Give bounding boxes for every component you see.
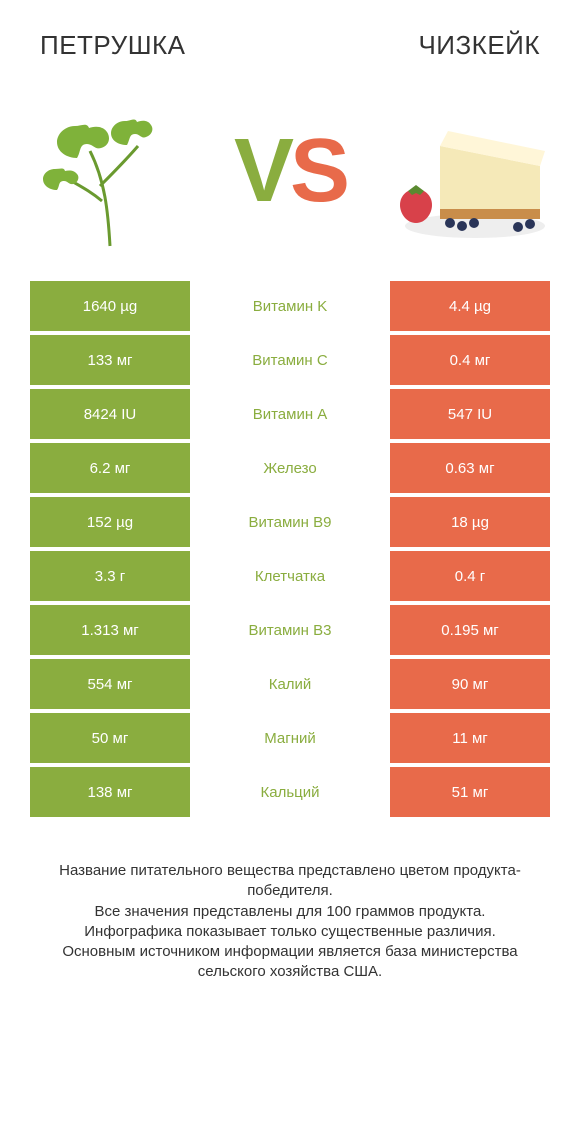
table-row: 554 мгКалий90 мг <box>30 659 550 709</box>
nutrient-label: Магний <box>190 713 390 763</box>
right-value: 4.4 µg <box>390 281 550 331</box>
right-product-title: ЧИЗКЕЙК <box>418 30 540 61</box>
right-value: 0.63 мг <box>390 443 550 493</box>
nutrient-label: Клетчатка <box>190 551 390 601</box>
nutrient-label: Железо <box>190 443 390 493</box>
nutrient-label: Витамин C <box>190 335 390 385</box>
vs-v: V <box>234 121 290 221</box>
table-row: 3.3 гКлетчатка0.4 г <box>30 551 550 601</box>
left-value: 50 мг <box>30 713 190 763</box>
left-value: 152 µg <box>30 497 190 547</box>
cheesecake-icon <box>390 91 550 251</box>
right-value: 11 мг <box>390 713 550 763</box>
nutrient-label: Витамин B3 <box>190 605 390 655</box>
left-value: 133 мг <box>30 335 190 385</box>
footer-line: Все значения представлены для 100 граммо… <box>30 902 550 922</box>
nutrient-label: Витамин K <box>190 281 390 331</box>
table-row: 1640 µgВитамин K4.4 µg <box>30 281 550 331</box>
table-row: 138 мгКальций51 мг <box>30 767 550 817</box>
footer-line: Название питательного вещества представл… <box>30 861 550 902</box>
nutrient-label: Калий <box>190 659 390 709</box>
left-value: 1640 µg <box>30 281 190 331</box>
table-row: 8424 IUВитамин A547 IU <box>30 389 550 439</box>
nutrient-label: Витамин A <box>190 389 390 439</box>
left-value: 138 мг <box>30 767 190 817</box>
table-row: 50 мгМагний11 мг <box>30 713 550 763</box>
comparison-table: 1640 µgВитамин K4.4 µg133 мгВитамин C0.4… <box>0 281 580 817</box>
table-row: 133 мгВитамин C0.4 мг <box>30 335 550 385</box>
header: ПЕТРУШКА ЧИЗКЕЙК <box>0 0 580 81</box>
vs-s: S <box>290 121 346 221</box>
left-value: 554 мг <box>30 659 190 709</box>
left-product-title: ПЕТРУШКА <box>40 30 186 61</box>
table-row: 152 µgВитамин B918 µg <box>30 497 550 547</box>
footer-line: Основным источником информации является … <box>30 942 550 983</box>
vs-label: VS <box>234 120 346 223</box>
hero-row: VS <box>0 81 580 281</box>
table-row: 6.2 мгЖелезо0.63 мг <box>30 443 550 493</box>
nutrient-label: Кальций <box>190 767 390 817</box>
left-value: 1.313 мг <box>30 605 190 655</box>
table-row: 1.313 мгВитамин B30.195 мг <box>30 605 550 655</box>
right-value: 0.4 мг <box>390 335 550 385</box>
nutrient-label: Витамин B9 <box>190 497 390 547</box>
left-value: 3.3 г <box>30 551 190 601</box>
right-value: 18 µg <box>390 497 550 547</box>
left-value: 8424 IU <box>30 389 190 439</box>
parsley-icon <box>30 91 190 251</box>
right-value: 0.195 мг <box>390 605 550 655</box>
footer-notes: Название питательного вещества представл… <box>0 821 580 983</box>
right-value: 90 мг <box>390 659 550 709</box>
right-value: 51 мг <box>390 767 550 817</box>
right-value: 0.4 г <box>390 551 550 601</box>
right-value: 547 IU <box>390 389 550 439</box>
footer-line: Инфографика показывает только существенн… <box>30 922 550 942</box>
left-value: 6.2 мг <box>30 443 190 493</box>
